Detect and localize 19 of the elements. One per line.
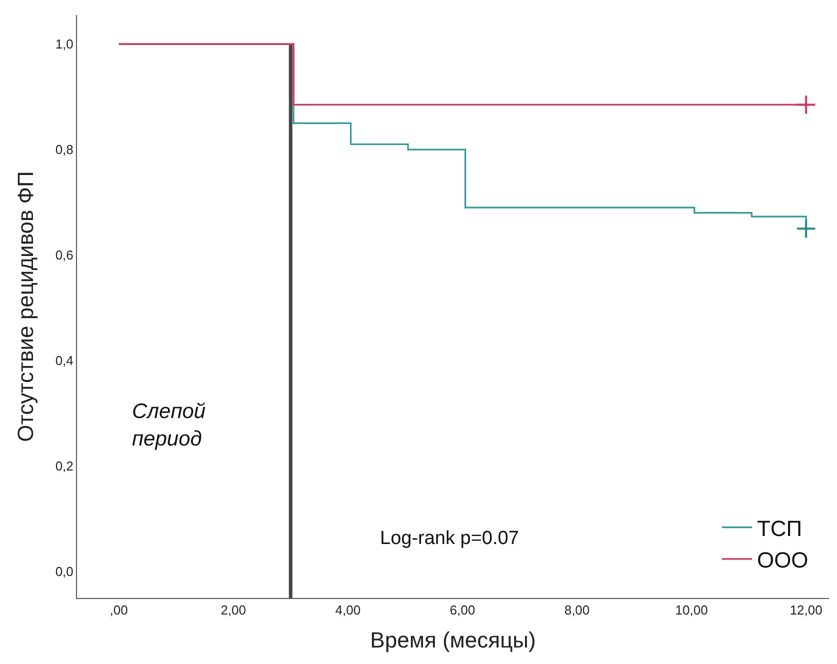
y-tick-label: 0,2 bbox=[55, 458, 74, 474]
x-tick-label: 12,00 bbox=[790, 602, 822, 618]
x-tick-label: 6,00 bbox=[450, 602, 476, 618]
legend-label: ТСП bbox=[756, 516, 802, 541]
x-tick-label: 4,00 bbox=[335, 602, 361, 618]
y-tick-label: 0,4 bbox=[55, 353, 74, 368]
annotation: Log-rank p=0.07 bbox=[380, 528, 519, 549]
y-tick-label: 0,6 bbox=[55, 248, 74, 263]
x-axis-title: Время (месяцы) bbox=[370, 628, 536, 652]
x-tick-label: ,00 bbox=[110, 602, 128, 618]
x-tick-label: 8,00 bbox=[564, 602, 590, 618]
y-axis-title: Отсутствие рецидивов ФП bbox=[13, 171, 38, 442]
x-tick-label: 10,00 bbox=[675, 602, 708, 618]
y-tick-label: 0,0 bbox=[55, 564, 74, 580]
x-tick-label: 2,00 bbox=[220, 602, 246, 618]
annotation: Слепой период bbox=[132, 400, 206, 450]
legend-label: ООО bbox=[756, 547, 808, 572]
y-tick-label: 0,8 bbox=[55, 142, 74, 158]
y-tick-label: 1,0 bbox=[55, 36, 74, 52]
